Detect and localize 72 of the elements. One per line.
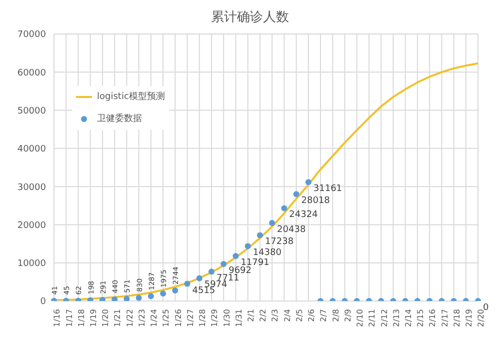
chart-title: 累计确诊人数: [210, 9, 290, 27]
x-tick-label: 1/17: [64, 309, 74, 327]
data-label: 31161: [313, 184, 342, 194]
point: [208, 268, 214, 275]
x-tick-label: 1/24: [150, 309, 159, 327]
point: [293, 191, 300, 198]
x-tick-label: 1/27: [186, 309, 195, 327]
x-tick-label: 2/12: [380, 309, 389, 327]
y-tick-label: 60000: [17, 68, 46, 78]
x-tick-label: 1/20: [101, 309, 110, 327]
x-tick-label: 2/2: [258, 309, 268, 322]
point: [244, 243, 251, 250]
x-tick-label: 2/19: [464, 309, 474, 327]
x-tick-label: 1/22: [125, 309, 134, 327]
point: [160, 290, 166, 296]
point: [184, 280, 190, 287]
x-tick-label: 2/9: [343, 309, 352, 322]
point: [124, 296, 130, 301]
y-tick-label: 40000: [17, 144, 46, 155]
x-tick-label: 2/17: [440, 309, 450, 327]
data-label: 4515: [192, 286, 216, 296]
x-tick-label: 2/4: [282, 309, 292, 322]
y-tick-label: 20000: [17, 220, 46, 231]
x-tick-label: 2/10: [356, 309, 365, 327]
point: [269, 220, 276, 226]
data-label: 0: [483, 303, 489, 313]
x-tick-label: 1/28: [198, 309, 208, 327]
y-tick-label: 10000: [17, 259, 46, 270]
point: [256, 232, 263, 238]
point: [281, 205, 288, 212]
y-tick-label: 70000: [17, 30, 46, 40]
x-tick-label: 1/29: [210, 309, 220, 327]
x-tick-label: 2/18: [452, 309, 462, 327]
x-tick-label: 2/14: [404, 309, 413, 327]
x-tick-label: 2/16: [428, 309, 438, 327]
x-tick-label: 1/25: [162, 309, 171, 327]
x-tick-label: 2/3: [270, 309, 280, 322]
point: [196, 275, 202, 282]
point: [232, 253, 239, 260]
x-tick-label: 1/19: [89, 309, 98, 327]
x-tick-label: 2/6: [307, 309, 316, 322]
x-tick-label: 2/13: [392, 309, 401, 327]
x-tick-label: 1/26: [174, 309, 183, 327]
data-label: 24324: [289, 210, 318, 220]
y-tick-label: 30000: [17, 182, 46, 193]
point: [305, 179, 312, 186]
x-tick-label: 2/1: [246, 309, 256, 322]
data-label: 28018: [301, 196, 330, 206]
x-tick-label: 1/18: [76, 309, 86, 327]
x-tick-label: 2/7: [319, 309, 328, 322]
legend-label: logistic模型预测: [97, 90, 165, 104]
x-tick-label: 1/30: [222, 309, 232, 327]
x-tick-label: 1/23: [137, 309, 146, 327]
point: [136, 294, 142, 301]
x-tick-label: 1/16: [52, 309, 62, 327]
point: [172, 288, 178, 294]
x-tick-label: 1/21: [113, 309, 122, 327]
x-tick-label: 2/5: [294, 309, 304, 322]
x-tick-label: 2/8: [331, 309, 340, 322]
point: [220, 261, 227, 268]
legend-label: 卫健委数据: [97, 112, 142, 126]
y-tick-label: 0: [40, 297, 46, 308]
x-tick-label: 2/15: [416, 309, 426, 327]
data-label: 20438: [277, 225, 306, 236]
y-tick-label: 50000: [17, 106, 46, 116]
x-tick-label: 2/11: [368, 309, 377, 327]
point: [112, 296, 118, 301]
data-label: 17238: [264, 237, 294, 248]
point: [148, 293, 154, 300]
x-tick-label: 1/31: [234, 309, 244, 327]
x-tick-label: 2/20: [476, 309, 486, 327]
data-label: 14380: [252, 248, 282, 258]
